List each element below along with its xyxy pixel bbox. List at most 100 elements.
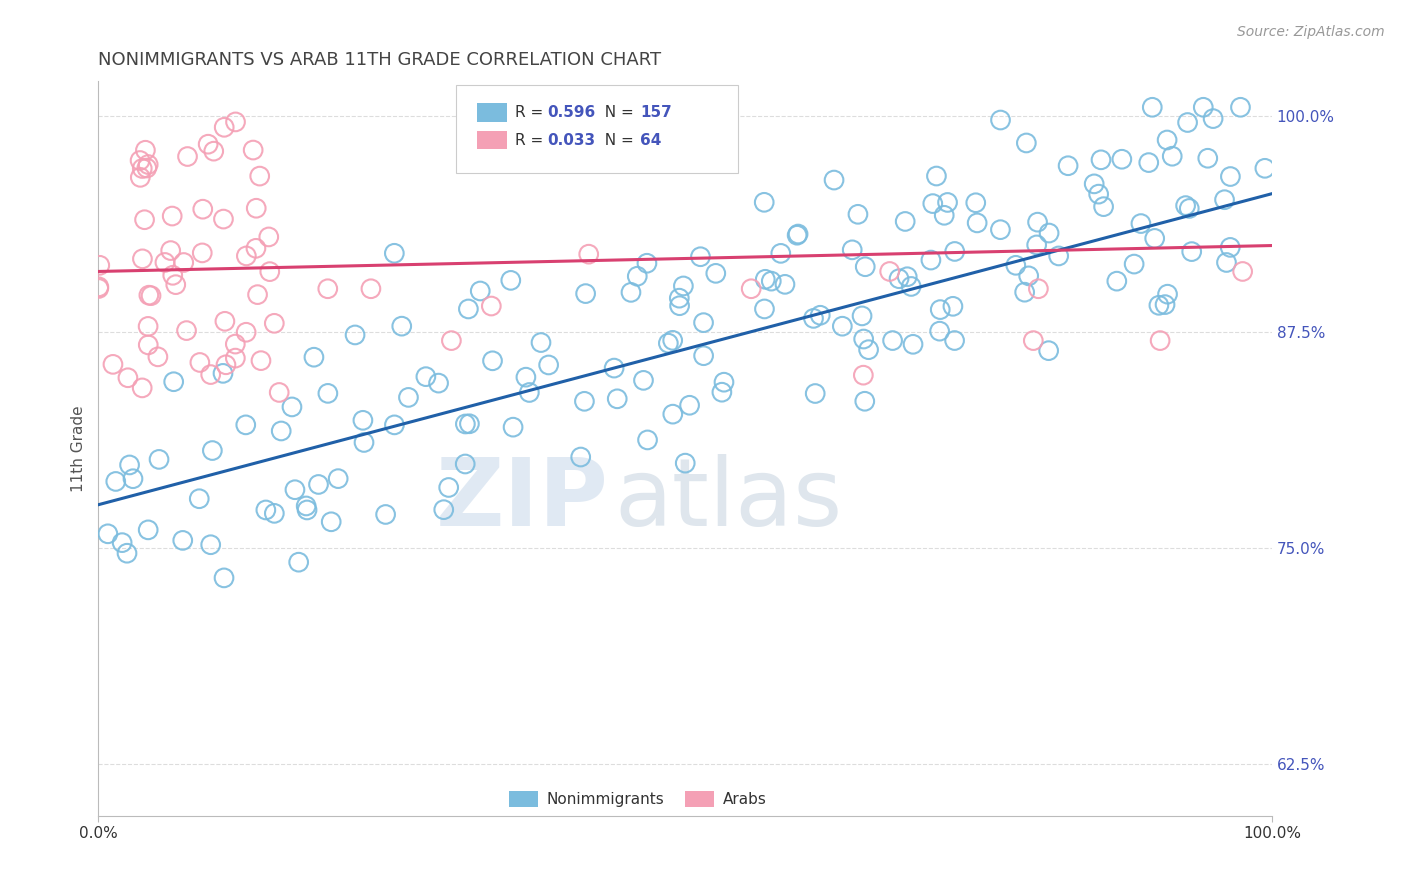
- Point: [804, 386, 827, 401]
- Point: [352, 413, 374, 427]
- Point: [530, 335, 553, 350]
- Point: [87, 281, 110, 295]
- Point: [131, 381, 153, 395]
- Point: [1057, 159, 1080, 173]
- Point: [197, 137, 219, 152]
- Point: [200, 368, 222, 382]
- Point: [1232, 264, 1254, 278]
- Point: [117, 370, 139, 384]
- Point: [191, 202, 214, 217]
- Point: [159, 244, 181, 258]
- Point: [212, 212, 235, 227]
- Point: [1038, 343, 1060, 358]
- Point: [101, 357, 124, 371]
- Point: [398, 391, 420, 405]
- Point: [879, 264, 901, 278]
- Point: [1229, 100, 1251, 114]
- Text: R =: R =: [515, 133, 548, 147]
- Point: [1038, 226, 1060, 240]
- Point: [160, 209, 183, 223]
- Point: [896, 269, 918, 284]
- Point: [636, 256, 658, 270]
- Point: [136, 157, 159, 171]
- Point: [934, 208, 956, 222]
- Text: Nonimmigrants: Nonimmigrants: [547, 792, 664, 807]
- Point: [415, 369, 437, 384]
- Point: [162, 268, 184, 283]
- Point: [900, 279, 922, 293]
- Point: [769, 246, 792, 260]
- Point: [901, 337, 924, 351]
- Point: [853, 260, 876, 274]
- Point: [841, 243, 863, 257]
- Point: [122, 472, 145, 486]
- Point: [537, 358, 560, 372]
- Point: [578, 247, 600, 261]
- Point: [515, 370, 537, 384]
- Point: [136, 523, 159, 537]
- Bar: [509, 791, 538, 807]
- Point: [808, 308, 831, 322]
- Point: [942, 299, 965, 313]
- Point: [479, 299, 502, 313]
- Point: [1147, 298, 1170, 312]
- Point: [136, 319, 159, 334]
- Point: [1047, 249, 1070, 263]
- Point: [146, 350, 169, 364]
- Point: [990, 222, 1012, 236]
- Bar: [685, 791, 714, 807]
- Point: [1111, 153, 1133, 167]
- Point: [943, 334, 966, 348]
- Point: [214, 314, 236, 328]
- Point: [1018, 268, 1040, 283]
- Point: [212, 571, 235, 585]
- Point: [437, 480, 460, 494]
- Point: [787, 227, 810, 241]
- Point: [1192, 100, 1215, 114]
- Point: [1123, 257, 1146, 271]
- Point: [606, 392, 628, 406]
- Point: [637, 433, 659, 447]
- Text: 0.033: 0.033: [547, 133, 596, 147]
- Point: [321, 515, 343, 529]
- Point: [360, 282, 382, 296]
- Point: [692, 316, 714, 330]
- Point: [831, 319, 853, 334]
- Point: [786, 228, 808, 243]
- Point: [165, 277, 187, 292]
- Point: [176, 149, 198, 163]
- Point: [754, 272, 776, 286]
- Point: [481, 353, 503, 368]
- Point: [894, 214, 917, 228]
- Point: [263, 316, 285, 330]
- Point: [111, 535, 134, 549]
- Point: [668, 299, 690, 313]
- Point: [929, 302, 952, 317]
- Point: [858, 343, 880, 357]
- Point: [374, 508, 396, 522]
- Point: [1092, 200, 1115, 214]
- Text: Arabs: Arabs: [723, 792, 766, 807]
- Point: [603, 361, 626, 376]
- Point: [1105, 274, 1128, 288]
- Point: [263, 507, 285, 521]
- Point: [457, 301, 479, 316]
- Point: [966, 216, 988, 230]
- Point: [245, 201, 267, 215]
- Point: [118, 458, 141, 472]
- Text: 0.596: 0.596: [547, 105, 596, 120]
- Point: [176, 324, 198, 338]
- Point: [1213, 193, 1236, 207]
- Point: [1215, 255, 1237, 269]
- Point: [661, 334, 683, 348]
- Point: [225, 115, 247, 129]
- Text: ZIP: ZIP: [436, 454, 609, 546]
- Point: [235, 325, 257, 339]
- Point: [250, 353, 273, 368]
- Point: [316, 282, 339, 296]
- Point: [852, 368, 875, 383]
- Point: [668, 291, 690, 305]
- Point: [224, 351, 246, 365]
- Point: [270, 424, 292, 438]
- Point: [1087, 187, 1109, 202]
